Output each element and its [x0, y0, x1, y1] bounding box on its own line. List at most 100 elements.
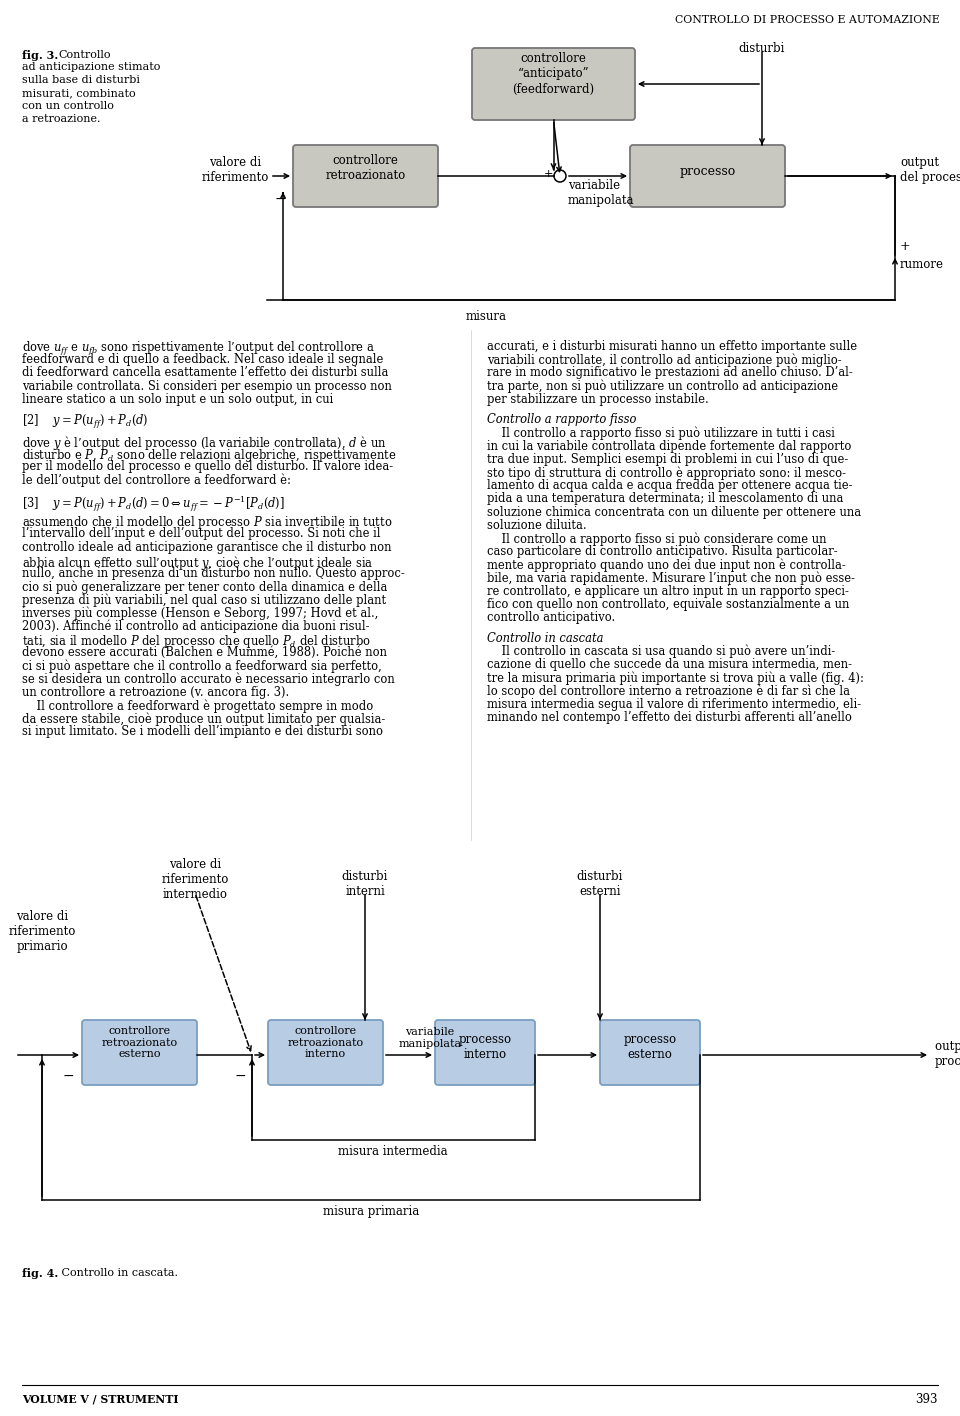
Text: abbia alcun effetto sull’output $y$, cioè che l’output ideale sia: abbia alcun effetto sull’output $y$, cio…: [22, 554, 373, 572]
Text: un controllore a retroazione (v. ancora fig. 3).: un controllore a retroazione (v. ancora …: [22, 685, 289, 700]
Text: rare in modo significativo le prestazioni ad anello chiuso. D’al-: rare in modo significativo le prestazion…: [487, 367, 852, 379]
Text: le dell’output del controllore a feedforward è:: le dell’output del controllore a feedfor…: [22, 473, 291, 487]
Text: soluzione diluita.: soluzione diluita.: [487, 518, 587, 532]
Text: misura primaria: misura primaria: [323, 1205, 420, 1218]
Text: variabile
manipolata: variabile manipolata: [398, 1027, 462, 1049]
Text: di feedforward cancella esattamente l’effetto dei disturbi sulla: di feedforward cancella esattamente l’ef…: [22, 367, 389, 379]
Text: controllore
retroazionato: controllore retroazionato: [325, 154, 406, 183]
Text: fig. 3.: fig. 3.: [22, 50, 59, 61]
Text: se si desidera un controllo accurato è necessario integrarlo con: se si desidera un controllo accurato è n…: [22, 673, 395, 687]
FancyBboxPatch shape: [472, 48, 635, 120]
Text: valore di
riferimento
intermedio: valore di riferimento intermedio: [161, 858, 228, 901]
Text: sto tipo di struttura di controllo è appropriato sono: il mesco-: sto tipo di struttura di controllo è app…: [487, 466, 846, 480]
Text: lo scopo del controllore interno a retroazione è di far sì che la: lo scopo del controllore interno a retro…: [487, 684, 850, 698]
Text: −: −: [234, 1069, 246, 1083]
Text: tati, sia il modello $P$ del processo che quello $P_d$ del disturbo: tati, sia il modello $P$ del processo ch…: [22, 633, 371, 650]
Text: Controllo a rapporto fisso: Controllo a rapporto fisso: [487, 413, 636, 426]
Text: nullo, anche in presenza di un disturbo non nullo. Questo approc-: nullo, anche in presenza di un disturbo …: [22, 566, 405, 581]
Text: assumendo che il modello del processo $P$ sia invertibile in tutto: assumendo che il modello del processo $P…: [22, 514, 393, 531]
Text: disturbi
interni: disturbi interni: [342, 869, 388, 898]
Text: variabile
manipolata: variabile manipolata: [568, 178, 635, 207]
Text: VOLUME V / STRUMENTI: VOLUME V / STRUMENTI: [22, 1393, 179, 1405]
Text: valore di
riferimento: valore di riferimento: [202, 156, 269, 184]
Text: soluzione chimica concentrata con un diluente per ottenere una: soluzione chimica concentrata con un dil…: [487, 506, 861, 518]
Text: processo
esterno: processo esterno: [623, 1034, 677, 1062]
Text: Il controllore a feedforward è progettato sempre in modo: Il controllore a feedforward è progettat…: [22, 700, 373, 712]
Text: ​inverses​ più complesse (Henson e Seborg, 1997; Hovd ​et al.​,: ​inverses​ più complesse (Henson e Sebor…: [22, 606, 378, 620]
Text: processo
interno: processo interno: [459, 1034, 512, 1062]
Text: −: −: [275, 193, 286, 205]
Text: con un controllo: con un controllo: [22, 101, 114, 110]
Text: sulla base di disturbi: sulla base di disturbi: [22, 75, 140, 85]
Text: per stabilizzare un processo instabile.: per stabilizzare un processo instabile.: [487, 392, 708, 406]
Text: +: +: [900, 241, 911, 253]
Text: fico con quello non controllato, equivale sostanzialmente a un: fico con quello non controllato, equival…: [487, 598, 850, 612]
Text: devono essere accurati (Balchen e Mummé, 1988). Poiché non: devono essere accurati (Balchen e Mummé,…: [22, 646, 387, 660]
FancyBboxPatch shape: [630, 144, 785, 207]
Text: rumore: rumore: [900, 258, 944, 270]
Text: [3]    $y = P(u_{ff}) + P_d(d) = 0 \Leftrightarrow u_{ff} = -P^{-1}\left[P_d(d)\: [3] $y = P(u_{ff}) + P_d(d) = 0 \Leftrig…: [22, 494, 285, 514]
Text: disturbi: disturbi: [739, 42, 785, 55]
FancyBboxPatch shape: [268, 1020, 383, 1085]
Text: si input limitato. Se i modelli dell’impianto e dei disturbi sono: si input limitato. Se i modelli dell’imp…: [22, 725, 383, 738]
Text: variabile controllata. Si consideri per esempio un processo non: variabile controllata. Si consideri per …: [22, 379, 392, 392]
Text: Il controllo a rapporto fisso si può considerare come un: Il controllo a rapporto fisso si può con…: [487, 532, 827, 545]
Text: output del
processo: output del processo: [935, 1039, 960, 1068]
Text: Il controllo a rapporto fisso si può utilizzare in tutti i casi: Il controllo a rapporto fisso si può uti…: [487, 426, 835, 440]
Text: presenza di più variabili, nel qual caso si utilizzano delle ​plant: presenza di più variabili, nel qual caso…: [22, 593, 386, 607]
Text: da essere stabile, cioè produce un output limitato per qualsia-: da essere stabile, cioè produce un outpu…: [22, 712, 385, 726]
FancyBboxPatch shape: [82, 1020, 197, 1085]
Text: misura intermedia segua il valore di riferimento intermedio, eli-: misura intermedia segua il valore di rif…: [487, 698, 861, 711]
Text: fig. 4.: fig. 4.: [22, 1267, 59, 1279]
FancyBboxPatch shape: [293, 144, 438, 207]
Text: in cui la variabile controllata dipende fortemente dal rapporto: in cui la variabile controllata dipende …: [487, 439, 852, 453]
Text: tra parte, non si può utilizzare un controllo ad anticipazione: tra parte, non si può utilizzare un cont…: [487, 379, 838, 394]
Text: controllo ideale ad anticipazione garantisce che il disturbo non: controllo ideale ad anticipazione garant…: [22, 541, 392, 554]
Text: dove $u_{ff}$ e $u_{fb}$ sono rispettivamente l’output del controllore a: dove $u_{ff}$ e $u_{fb}$ sono rispettiva…: [22, 340, 374, 358]
Text: +: +: [543, 169, 553, 178]
Text: valore di
riferimento
primario: valore di riferimento primario: [9, 910, 76, 953]
Text: controllore
“anticipato”
(feedforward): controllore “anticipato” (feedforward): [513, 52, 594, 95]
Text: mente appropriato quando uno dei due input non è controlla-: mente appropriato quando uno dei due inp…: [487, 558, 846, 572]
Text: misurati, combinato: misurati, combinato: [22, 88, 135, 98]
Text: cazione di quello che succede da una misura intermedia, men-: cazione di quello che succede da una mis…: [487, 658, 852, 671]
Text: disturbi
esterni: disturbi esterni: [577, 869, 623, 898]
Text: lineare statico a un solo input e un solo output, in cui: lineare statico a un solo input e un sol…: [22, 392, 333, 406]
FancyBboxPatch shape: [435, 1020, 535, 1085]
Text: tre la misura primaria più importante si trova più a valle (fig. 4):: tre la misura primaria più importante si…: [487, 671, 864, 685]
Text: misura: misura: [466, 310, 507, 323]
Text: variabili controllate, il controllo ad anticipazione può miglio-: variabili controllate, il controllo ad a…: [487, 353, 842, 367]
Text: misura intermedia: misura intermedia: [338, 1146, 447, 1158]
Text: minando nel contempo l’effetto dei disturbi afferenti all’anello: minando nel contempo l’effetto dei distu…: [487, 711, 852, 724]
Text: controllo anticipativo.: controllo anticipativo.: [487, 612, 615, 624]
Text: controllore
retroazionato
esterno: controllore retroazionato esterno: [102, 1027, 178, 1059]
Text: −: −: [62, 1069, 74, 1083]
Text: dove $y$ è l’output del processo (la variabile controllata), $d$ è un: dove $y$ è l’output del processo (la var…: [22, 433, 387, 452]
Text: tra due input. Semplici esempi di problemi in cui l’uso di que-: tra due input. Semplici esempi di proble…: [487, 453, 849, 466]
Text: l’intervallo dell’input e dell’output del processo. Si noti che il: l’intervallo dell’input e dell’output de…: [22, 527, 380, 541]
Text: 393: 393: [916, 1393, 938, 1406]
Text: 2003). Affinché il controllo ad anticipazione dia buoni risul-: 2003). Affinché il controllo ad anticipa…: [22, 620, 370, 633]
Text: caso particolare di controllo anticipativo. Risulta particolar-: caso particolare di controllo anticipati…: [487, 545, 838, 558]
Text: Controllo in cascata: Controllo in cascata: [487, 632, 604, 644]
Text: Controllo: Controllo: [58, 50, 110, 59]
Text: per il modello del processo e quello del disturbo. Il valore idea-: per il modello del processo e quello del…: [22, 460, 394, 473]
Text: a retroazione.: a retroazione.: [22, 115, 101, 125]
Text: cio si può generalizzare per tener conto della dinamica e della: cio si può generalizzare per tener conto…: [22, 581, 388, 593]
Text: controllore
retroazionato
interno: controllore retroazionato interno: [287, 1027, 364, 1059]
Text: accurati, e i disturbi misurati hanno un effetto importante sulle: accurati, e i disturbi misurati hanno un…: [487, 340, 857, 353]
Text: ci si può aspettare che il controllo a feedforward sia perfetto,: ci si può aspettare che il controllo a f…: [22, 660, 382, 673]
Text: processo: processo: [680, 164, 735, 177]
Text: ad anticipazione stimato: ad anticipazione stimato: [22, 62, 160, 72]
Text: CONTROLLO DI PROCESSO E AUTOMAZIONE: CONTROLLO DI PROCESSO E AUTOMAZIONE: [675, 16, 940, 25]
Text: Controllo in cascata.: Controllo in cascata.: [58, 1267, 178, 1279]
Text: Il controllo in cascata si usa quando si può avere un’indi-: Il controllo in cascata si usa quando si…: [487, 644, 835, 658]
FancyBboxPatch shape: [600, 1020, 700, 1085]
Text: pida a una temperatura determinata; il mescolamento di una: pida a una temperatura determinata; il m…: [487, 493, 844, 506]
Text: feedforward e di quello a feedback. Nel caso ideale il segnale: feedforward e di quello a feedback. Nel …: [22, 353, 383, 367]
Text: re controllato, e applicare un altro input in un rapporto speci-: re controllato, e applicare un altro inp…: [487, 585, 849, 598]
Text: lamento di acqua calda e acqua fredda per ottenere acqua tie-: lamento di acqua calda e acqua fredda pe…: [487, 479, 852, 493]
Text: bile, ma varia rapidamente. Misurare l’input che non può esse-: bile, ma varia rapidamente. Misurare l’i…: [487, 572, 855, 585]
Text: output
del processo: output del processo: [900, 156, 960, 184]
Text: disturbo e $P$, $P_d$ sono delle relazioni algebriche, rispettivamente: disturbo e $P$, $P_d$ sono delle relazio…: [22, 447, 396, 464]
